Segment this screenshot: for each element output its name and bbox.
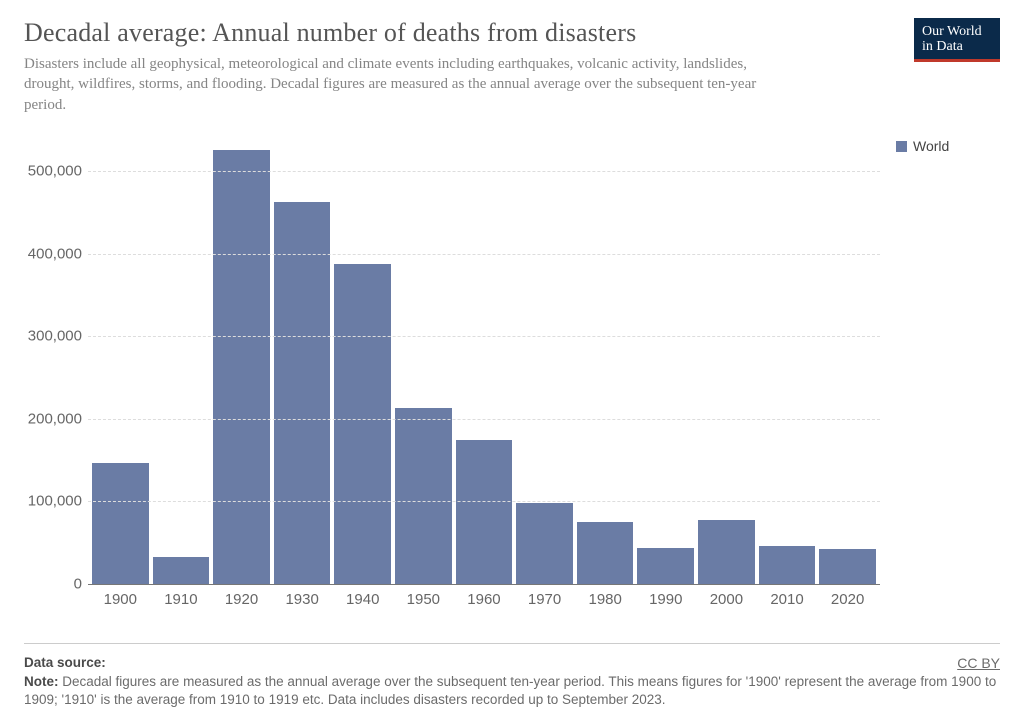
note-text: Decadal figures are measured as the annu… bbox=[24, 674, 996, 707]
legend: World bbox=[896, 138, 949, 154]
x-axis-label: 1960 bbox=[456, 591, 513, 608]
y-axis-label: 100,000 bbox=[2, 493, 82, 510]
x-axis-label: 1950 bbox=[395, 591, 452, 608]
chart-header: Decadal average: Annual number of deaths… bbox=[0, 0, 1024, 115]
x-axis-label: 1920 bbox=[213, 591, 270, 608]
x-axis-label: 1970 bbox=[516, 591, 573, 608]
bar bbox=[759, 546, 816, 584]
bar-column: 1940 bbox=[334, 264, 391, 584]
gridline bbox=[88, 419, 880, 420]
y-axis-label: 200,000 bbox=[2, 410, 82, 427]
note-label: Note: bbox=[24, 674, 59, 689]
legend-swatch bbox=[896, 141, 907, 152]
gridline bbox=[88, 336, 880, 337]
x-axis-label: 1940 bbox=[334, 591, 391, 608]
bar-column: 1920 bbox=[213, 150, 270, 584]
x-axis-label: 1990 bbox=[637, 591, 694, 608]
y-axis-label: 500,000 bbox=[2, 163, 82, 180]
bar bbox=[92, 463, 149, 584]
bars-container: 1900191019201930194019501960197019801990… bbox=[88, 138, 880, 584]
bar bbox=[213, 150, 270, 584]
gridline bbox=[88, 171, 880, 172]
legend-label: World bbox=[913, 138, 949, 154]
x-axis-label: 2010 bbox=[759, 591, 816, 608]
bar-column: 1990 bbox=[637, 548, 694, 584]
bar bbox=[577, 522, 634, 584]
bar-column: 2000 bbox=[698, 520, 755, 584]
y-axis-label: 300,000 bbox=[2, 328, 82, 345]
bar bbox=[395, 408, 452, 584]
bar-column: 1930 bbox=[274, 202, 331, 584]
chart-subtitle: Disasters include all geophysical, meteo… bbox=[24, 54, 784, 115]
x-axis-label: 1910 bbox=[153, 591, 210, 608]
y-axis-label: 0 bbox=[2, 576, 82, 593]
footer-note: Note: Decadal figures are measured as th… bbox=[24, 673, 1000, 709]
bar bbox=[819, 549, 876, 584]
x-axis-label: 1930 bbox=[274, 591, 331, 608]
bar bbox=[274, 202, 331, 584]
x-axis-label: 1900 bbox=[92, 591, 149, 608]
gridline bbox=[88, 254, 880, 255]
bar bbox=[516, 503, 573, 584]
y-axis-label: 400,000 bbox=[2, 245, 82, 262]
bar-column: 1950 bbox=[395, 408, 452, 584]
bar-column: 1980 bbox=[577, 522, 634, 584]
bar bbox=[153, 557, 210, 584]
bar-column: 1960 bbox=[456, 440, 513, 584]
axis-baseline bbox=[88, 584, 880, 585]
bar-column: 1970 bbox=[516, 503, 573, 584]
chart-area: 1900191019201930194019501960197019801990… bbox=[24, 138, 1000, 614]
chart-footer: Data source: Note: Decadal figures are m… bbox=[24, 643, 1000, 709]
bar-column: 1910 bbox=[153, 557, 210, 584]
bar bbox=[456, 440, 513, 584]
owid-logo: Our World in Data bbox=[914, 18, 1000, 62]
data-source-label: Data source: bbox=[24, 655, 106, 670]
x-axis-label: 2000 bbox=[698, 591, 755, 608]
bar bbox=[698, 520, 755, 584]
bar-column: 1900 bbox=[92, 463, 149, 584]
bar-column: 2020 bbox=[819, 549, 876, 584]
bar-column: 2010 bbox=[759, 546, 816, 584]
x-axis-label: 2020 bbox=[819, 591, 876, 608]
plot-area: 1900191019201930194019501960197019801990… bbox=[88, 138, 880, 584]
license-link[interactable]: CC BY bbox=[957, 654, 1000, 673]
bar bbox=[334, 264, 391, 584]
bar bbox=[637, 548, 694, 584]
x-axis-label: 1980 bbox=[577, 591, 634, 608]
chart-title: Decadal average: Annual number of deaths… bbox=[24, 18, 1000, 48]
gridline bbox=[88, 501, 880, 502]
